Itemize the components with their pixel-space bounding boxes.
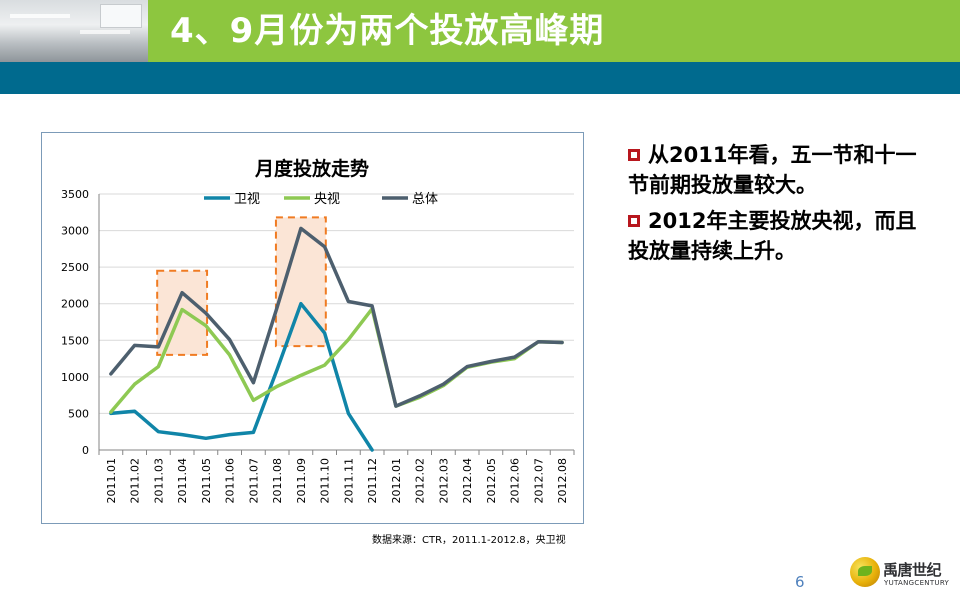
page-number: 6 xyxy=(795,573,805,591)
x-tick-label: 2012.04 xyxy=(461,458,474,504)
square-bullet-icon xyxy=(628,149,640,161)
x-tick-label: 2011.11 xyxy=(342,458,355,504)
bullet-text: 从2011年看，五一节和十一节前期投放量较大。 xyxy=(628,143,917,197)
series-line xyxy=(109,226,564,408)
chart-frame: 月度投放走势 0 500 1000 1500 2000 2500 3000 3500 2011.… xyxy=(41,132,584,524)
x-tick-label: 2012.01 xyxy=(390,458,403,504)
x-tick-label: 2011.10 xyxy=(319,458,332,504)
photo-shelf xyxy=(80,30,130,34)
x-tick-label: 2011.07 xyxy=(247,458,260,504)
bullet-item: 从2011年看，五一节和十一节前期投放量较大。 xyxy=(628,140,928,200)
legend-label: 总体 xyxy=(412,192,438,207)
y-tick-label: 500 xyxy=(68,407,89,420)
header-band xyxy=(0,0,960,62)
x-tick-label: 2011.09 xyxy=(295,458,308,504)
x-tick-label: 2012.05 xyxy=(485,458,498,504)
photo-window xyxy=(100,4,142,28)
x-tick-label: 2011.05 xyxy=(200,458,213,504)
y-tick-label: 1500 xyxy=(61,334,89,347)
x-tick-label: 2011.08 xyxy=(271,458,284,504)
y-tick-label: 0 xyxy=(82,444,89,457)
x-tick-label: 2012.08 xyxy=(556,458,569,504)
y-tick-label: 3500 xyxy=(61,188,89,201)
x-tick-label: 2011.12 xyxy=(366,458,379,504)
bullet-list: 从2011年看，五一节和十一节前期投放量较大。 2012年主要投放央视，而且投放… xyxy=(628,140,928,272)
logo-ball-icon xyxy=(850,557,880,587)
y-tick-label: 1000 xyxy=(61,371,89,384)
x-tick-label: 2011.04 xyxy=(176,458,189,504)
legend-label: 央视 xyxy=(314,192,340,207)
x-tick-label: 2012.07 xyxy=(532,458,545,504)
photo-shelf xyxy=(10,14,70,18)
series-line xyxy=(109,301,374,452)
x-tick-label: 2012.02 xyxy=(414,458,427,504)
logo-name: 禹唐世纪 xyxy=(883,561,942,579)
bullet-item: 2012年主要投放央视，而且投放量持续上升。 xyxy=(628,206,928,266)
source-note: 数据来源：CTR，2011.1-2012.8，央卫视 xyxy=(372,535,566,546)
legend-label: 卫视 xyxy=(234,192,260,207)
x-tick-label: 2012.03 xyxy=(437,458,450,504)
blue-accent-bar xyxy=(0,62,960,94)
logo-subtitle: YUTANGCENTURY xyxy=(884,579,950,587)
x-tick-label: 2011.03 xyxy=(152,458,165,504)
y-tick-label: 2000 xyxy=(61,298,89,311)
line-chart: 月度投放走势 0 500 1000 1500 2000 2500 3000 3500 2011.… xyxy=(61,157,575,504)
x-tick-label: 2012.06 xyxy=(509,458,522,504)
company-logo: 禹唐世纪 YUTANGCENTURY xyxy=(850,556,960,592)
y-tick-label: 2500 xyxy=(61,261,89,274)
bullet-text: 2012年主要投放央视，而且投放量持续上升。 xyxy=(628,209,917,263)
chart-title: 月度投放走势 xyxy=(254,157,369,180)
slide-title: 4、9月份为两个投放高峰期 xyxy=(170,11,605,51)
header-photo xyxy=(0,0,148,62)
x-tick-label: 2011.01 xyxy=(105,458,118,504)
y-tick-label: 3000 xyxy=(61,225,89,238)
square-bullet-icon xyxy=(628,215,640,227)
x-tick-label: 2011.02 xyxy=(129,458,142,504)
x-tick-label: 2011.06 xyxy=(224,458,237,504)
